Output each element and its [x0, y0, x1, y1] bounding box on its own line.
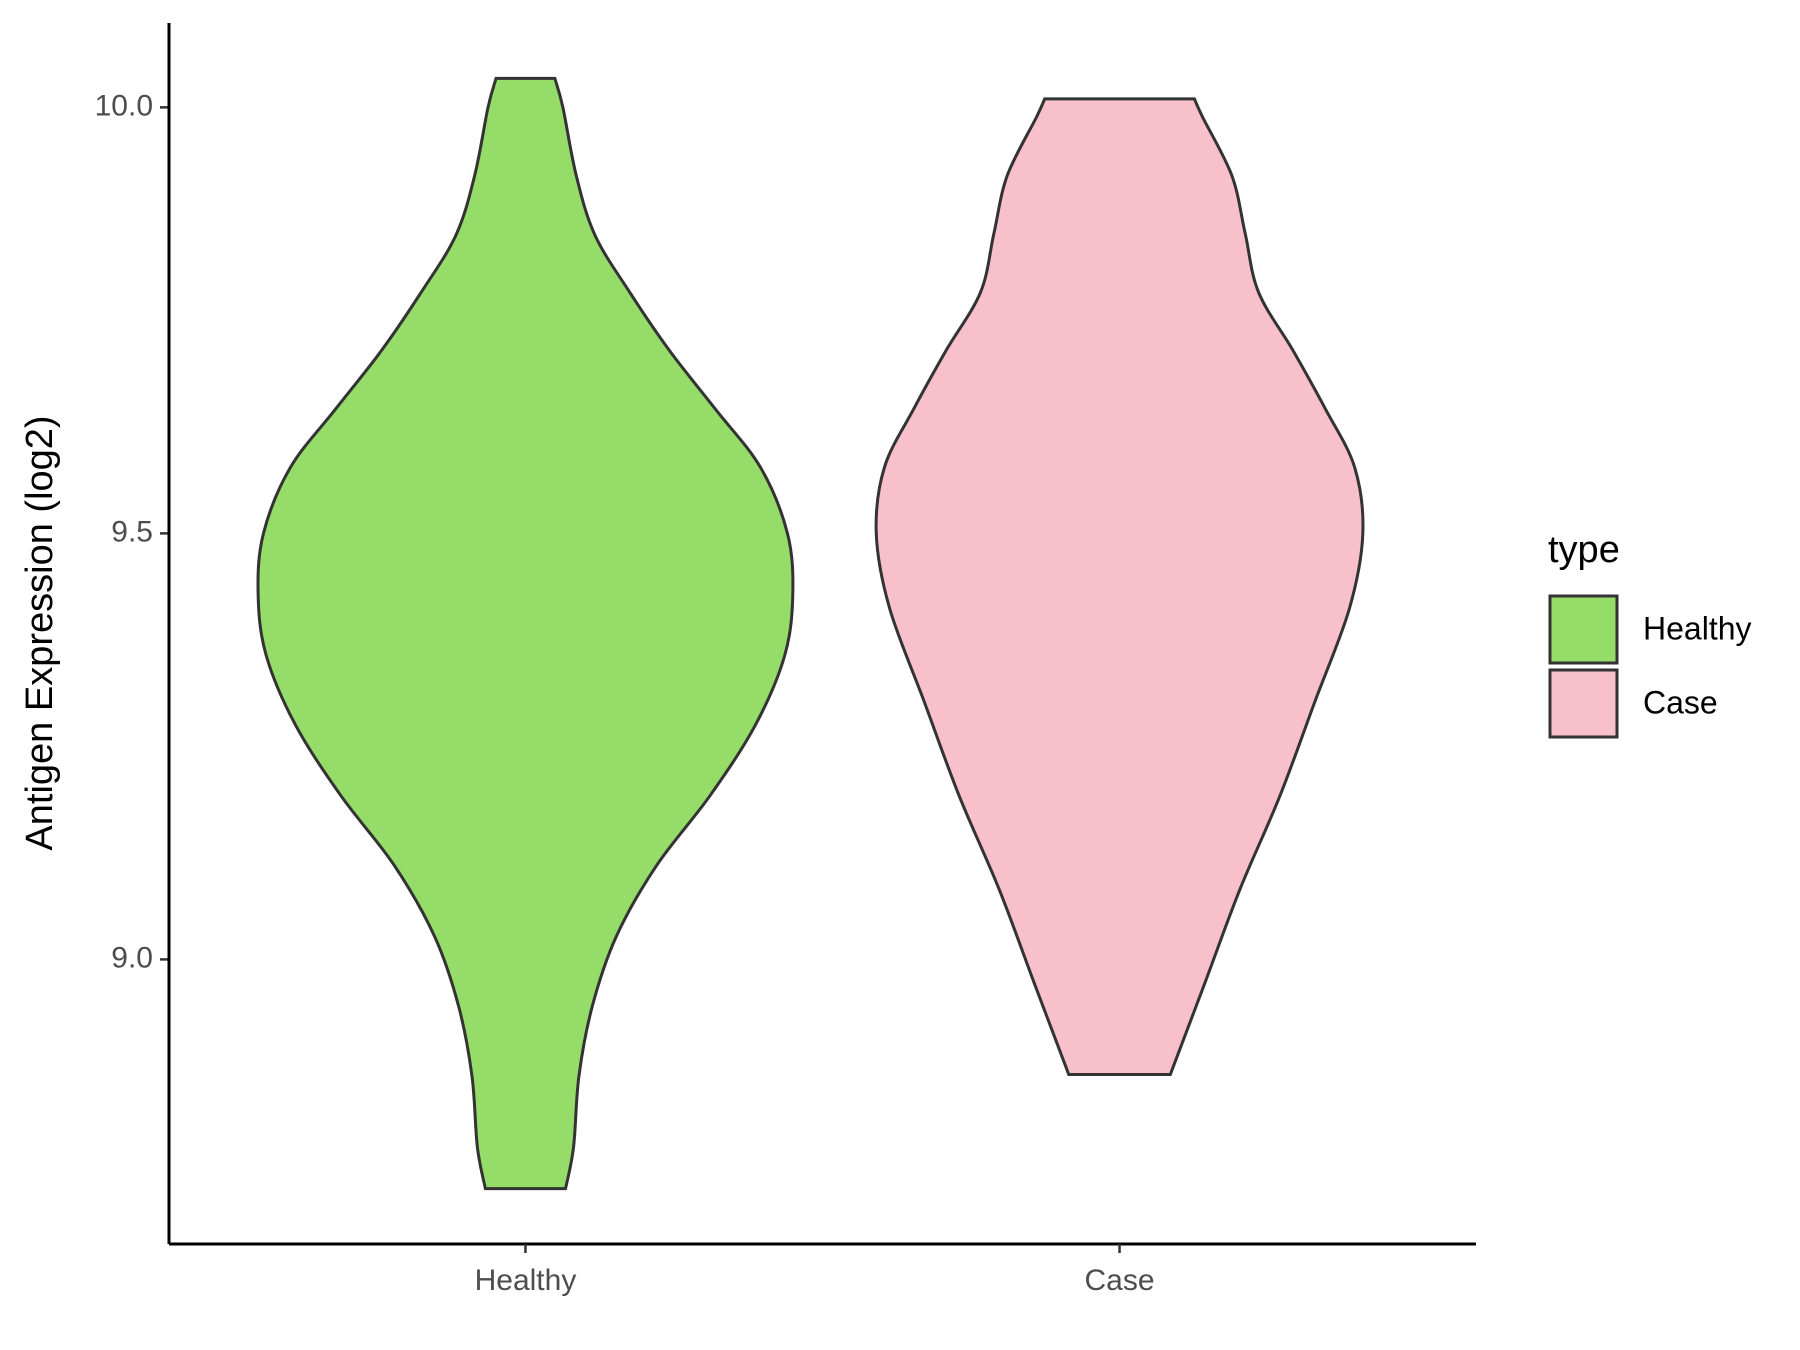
- violin: [256, 76, 795, 1191]
- x-tick-label: Case: [1085, 1264, 1155, 1297]
- legend-label: Case: [1643, 684, 1718, 720]
- legend-label: Healthy: [1643, 610, 1752, 646]
- y-tick-label: 9.5: [111, 515, 153, 548]
- legend-title: type: [1548, 529, 1620, 571]
- x-tick-label: Healthy: [475, 1264, 577, 1297]
- violin: [874, 97, 1365, 1076]
- y-tick-label: 9.0: [111, 941, 153, 974]
- y-axis-title: Antigen Expression (log2): [19, 415, 61, 850]
- y-tick-label: 10.0: [95, 89, 153, 122]
- legend-key: [1548, 668, 1619, 739]
- legend-key: [1548, 594, 1619, 665]
